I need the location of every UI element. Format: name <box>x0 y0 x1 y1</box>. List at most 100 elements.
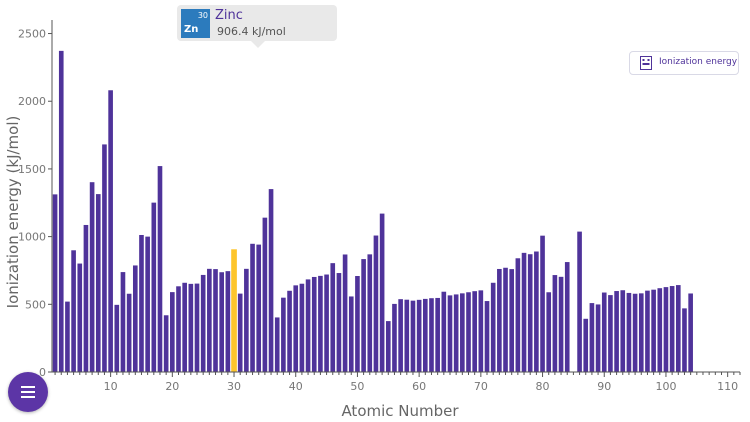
bar[interactable] <box>65 301 70 372</box>
bar[interactable] <box>287 290 292 372</box>
bar[interactable] <box>657 288 663 372</box>
bar[interactable] <box>373 235 379 372</box>
bar[interactable] <box>114 304 120 372</box>
bar[interactable] <box>311 276 317 372</box>
bar[interactable] <box>398 299 403 372</box>
bar[interactable] <box>188 283 194 372</box>
bar[interactable] <box>651 289 656 372</box>
bar[interactable] <box>392 303 397 372</box>
bar[interactable] <box>355 276 360 372</box>
bar[interactable] <box>540 235 545 372</box>
bar[interactable] <box>139 234 144 372</box>
bar[interactable] <box>472 291 477 372</box>
bar[interactable] <box>484 301 490 372</box>
bar[interactable] <box>52 194 58 372</box>
bar[interactable] <box>108 90 113 372</box>
bar[interactable] <box>379 213 385 372</box>
bar[interactable] <box>324 274 329 372</box>
bar[interactable] <box>509 269 515 372</box>
bar[interactable] <box>688 293 693 372</box>
bar[interactable] <box>521 252 527 372</box>
bar[interactable] <box>534 251 539 372</box>
bar[interactable] <box>250 243 255 372</box>
bar[interactable] <box>120 272 126 372</box>
bar[interactable] <box>213 269 218 372</box>
bar[interactable] <box>219 272 224 372</box>
bar[interactable] <box>416 299 422 372</box>
bar[interactable] <box>299 283 305 372</box>
bar[interactable] <box>626 292 632 372</box>
bar[interactable] <box>589 303 595 372</box>
bar[interactable] <box>527 254 533 372</box>
bar[interactable] <box>638 293 644 372</box>
bar[interactable] <box>385 321 391 372</box>
bar[interactable] <box>348 296 354 372</box>
bar[interactable] <box>318 275 323 372</box>
bar[interactable] <box>503 267 508 372</box>
bar[interactable] <box>244 268 249 372</box>
bar[interactable] <box>546 292 552 372</box>
bar[interactable] <box>89 182 95 372</box>
bar[interactable] <box>441 291 447 372</box>
bar[interactable] <box>558 276 564 372</box>
bar[interactable] <box>453 294 459 372</box>
bar[interactable] <box>447 295 453 372</box>
bar[interactable] <box>645 290 650 372</box>
bar[interactable] <box>293 285 299 372</box>
bar[interactable] <box>583 318 589 372</box>
bar[interactable] <box>515 258 521 372</box>
bar[interactable] <box>102 144 107 372</box>
bar[interactable] <box>126 293 132 372</box>
bar[interactable] <box>490 282 496 372</box>
bar[interactable] <box>237 293 243 372</box>
bar-highlighted[interactable] <box>231 249 237 372</box>
bar[interactable] <box>429 298 434 372</box>
bar[interactable] <box>145 236 150 372</box>
bar[interactable] <box>367 254 373 372</box>
bar[interactable] <box>83 224 89 372</box>
bar[interactable] <box>682 308 687 372</box>
bar[interactable] <box>305 279 311 372</box>
bar[interactable] <box>675 285 681 372</box>
bar[interactable] <box>564 262 570 372</box>
bar[interactable] <box>669 286 675 372</box>
bar[interactable] <box>225 271 231 372</box>
bar[interactable] <box>58 50 64 373</box>
bar[interactable] <box>595 304 601 372</box>
bar[interactable] <box>632 293 638 372</box>
bar[interactable] <box>478 290 484 372</box>
ionization-energy-legend-button[interactable]: Ionization energy <box>629 51 739 75</box>
bar[interactable] <box>182 282 187 372</box>
bar[interactable] <box>194 283 200 372</box>
bar[interactable] <box>151 202 157 372</box>
bar[interactable] <box>460 293 465 372</box>
bar[interactable] <box>77 263 83 372</box>
bar[interactable] <box>176 286 181 372</box>
bar[interactable] <box>361 259 366 372</box>
bar[interactable] <box>410 300 416 372</box>
bar[interactable] <box>170 292 175 372</box>
menu-button[interactable] <box>8 372 48 412</box>
bar[interactable] <box>157 166 163 372</box>
bar[interactable] <box>614 291 619 372</box>
bar[interactable] <box>601 292 607 372</box>
bar[interactable] <box>663 287 669 372</box>
bar[interactable] <box>200 274 206 372</box>
bar[interactable] <box>132 265 138 372</box>
bar[interactable] <box>163 315 169 372</box>
bar[interactable] <box>608 295 613 372</box>
bar[interactable] <box>404 299 410 372</box>
bar[interactable] <box>330 263 336 372</box>
bar[interactable] <box>620 290 626 372</box>
bar[interactable] <box>95 194 101 372</box>
bar[interactable] <box>552 275 558 372</box>
bar[interactable] <box>435 297 440 372</box>
bar[interactable] <box>422 298 428 372</box>
bar[interactable] <box>268 189 274 372</box>
bar[interactable] <box>207 268 212 372</box>
bar[interactable] <box>281 297 286 372</box>
bar[interactable] <box>577 231 582 372</box>
bar[interactable] <box>71 250 76 372</box>
bar[interactable] <box>342 254 348 372</box>
bar[interactable] <box>262 217 268 372</box>
